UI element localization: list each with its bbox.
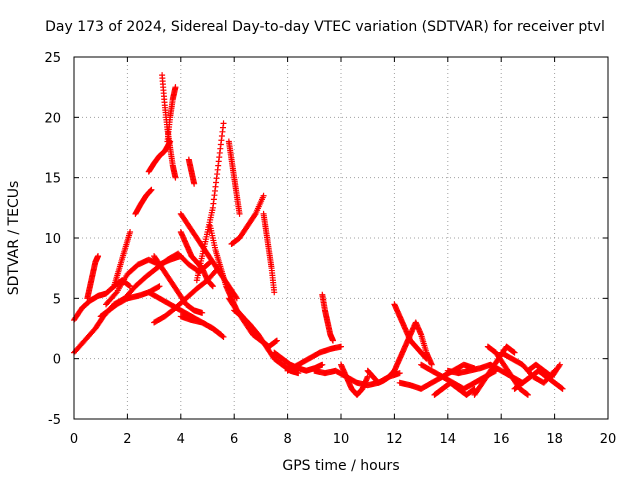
data-point <box>319 361 326 368</box>
y-axis-label: SDTVAR / TECUs <box>6 181 22 296</box>
y-tick-label: 20 <box>44 111 61 126</box>
series-arc-10 <box>164 84 179 145</box>
data-point <box>95 253 102 260</box>
data-point <box>112 290 119 297</box>
series-arc-35 <box>431 379 478 398</box>
data-point <box>273 337 280 344</box>
data-point <box>127 283 134 290</box>
series-arc-41 <box>498 349 558 386</box>
x-axis-label: GPS time / hours <box>282 458 399 474</box>
y-tick-label: 5 <box>53 292 61 307</box>
data-point <box>470 386 477 393</box>
series-arc-3 <box>84 253 102 302</box>
series-arc-20 <box>228 192 267 248</box>
data-point <box>236 210 243 217</box>
series-arc-40 <box>524 361 563 380</box>
data-point <box>233 295 240 302</box>
data-point <box>271 289 278 296</box>
series-arc-26 <box>284 343 344 374</box>
data-point <box>556 361 563 368</box>
data-point <box>524 391 531 398</box>
data-point <box>550 368 557 375</box>
data-point <box>364 373 371 380</box>
series-arc-4 <box>111 228 134 290</box>
data-point <box>127 228 134 235</box>
data-point <box>126 282 133 289</box>
data-point <box>156 283 163 290</box>
data-point <box>155 283 162 290</box>
data-point <box>251 212 258 219</box>
series-arc-32 <box>391 319 435 374</box>
data-point <box>510 349 517 356</box>
x-tick-label: 16 <box>493 432 510 447</box>
series-arc-16 <box>185 156 198 187</box>
data-point <box>273 338 280 345</box>
data-point <box>428 361 435 368</box>
data-point <box>329 337 336 344</box>
series-arc-17 <box>193 120 227 284</box>
series-arc-5 <box>132 186 155 217</box>
data-point <box>556 362 563 369</box>
data-point <box>191 180 198 187</box>
series-arc-14 <box>177 210 240 302</box>
y-tick-label: 0 <box>53 353 61 368</box>
data-point <box>220 120 227 127</box>
data-point <box>260 192 267 199</box>
data-point <box>217 330 224 337</box>
data-point <box>172 84 179 91</box>
series-arc-6 <box>103 253 184 308</box>
axis-ticks: 0 2 4 6 8 10 12 14 16 18 20 -5 0 5 10 15 20 25 <box>44 51 616 447</box>
data-point <box>199 309 206 316</box>
data-point <box>217 331 224 338</box>
data-point <box>148 186 155 193</box>
x-tick-label: 8 <box>283 432 291 447</box>
y-tick-label: -5 <box>48 413 61 428</box>
chart-title: Day 173 of 2024, Sidereal Day-to-day VTE… <box>45 19 605 35</box>
x-tick-label: 10 <box>333 432 350 447</box>
x-tick-label: 14 <box>440 432 457 447</box>
data-point <box>177 253 184 260</box>
data-point <box>559 385 566 392</box>
x-tick-label: 2 <box>123 432 131 447</box>
series-arc-22 <box>177 313 224 338</box>
y-tick-label: 10 <box>44 232 61 247</box>
data-point <box>172 174 179 181</box>
x-tick-label: 0 <box>70 432 78 447</box>
x-tick-label: 12 <box>386 432 403 447</box>
series-arc-19 <box>225 138 243 217</box>
data-point <box>233 294 240 301</box>
data-point <box>209 283 216 290</box>
data-points <box>71 72 566 398</box>
x-tick-label: 4 <box>177 432 185 447</box>
data-point <box>396 370 403 377</box>
x-tick-label: 18 <box>546 432 563 447</box>
data-point <box>511 349 518 356</box>
data-point <box>524 391 531 398</box>
y-tick-label: 15 <box>44 172 61 187</box>
y-tick-label: 25 <box>44 51 61 66</box>
data-point <box>551 367 558 374</box>
data-point <box>558 385 565 392</box>
x-tick-label: 6 <box>230 432 238 447</box>
series-arc-21 <box>260 210 278 296</box>
series-arc-29 <box>338 361 371 398</box>
x-tick-label: 20 <box>600 432 617 447</box>
series-arc-27 <box>319 291 336 344</box>
data-point <box>338 343 344 350</box>
